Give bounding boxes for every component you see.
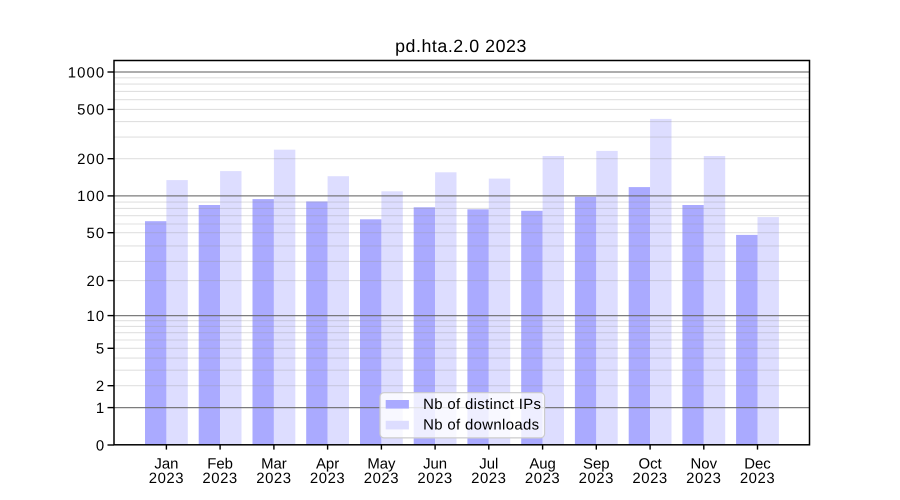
svg-text:0: 0	[96, 438, 105, 454]
svg-text:2023: 2023	[417, 471, 452, 487]
svg-text:pd.hta.2.0 2023: pd.hta.2.0 2023	[395, 36, 527, 56]
svg-text:May: May	[367, 457, 396, 473]
svg-text:5: 5	[96, 342, 105, 358]
svg-text:1: 1	[96, 401, 105, 417]
svg-text:2023: 2023	[310, 471, 345, 487]
svg-text:Mar: Mar	[261, 457, 287, 473]
svg-text:Apr: Apr	[316, 457, 339, 473]
svg-text:Dec: Dec	[744, 457, 771, 473]
svg-text:Nov: Nov	[691, 457, 718, 473]
svg-text:2023: 2023	[740, 471, 775, 487]
svg-text:Aug: Aug	[529, 457, 556, 473]
svg-text:2: 2	[96, 379, 105, 395]
svg-text:500: 500	[77, 103, 105, 119]
svg-text:2023: 2023	[202, 471, 237, 487]
svg-text:50: 50	[87, 226, 106, 242]
svg-text:Jul: Jul	[479, 457, 498, 473]
svg-text:2023: 2023	[149, 471, 184, 487]
svg-text:200: 200	[77, 152, 105, 168]
svg-text:2023: 2023	[525, 471, 560, 487]
svg-text:Jun: Jun	[423, 457, 447, 473]
svg-text:2023: 2023	[579, 471, 614, 487]
svg-text:100: 100	[77, 189, 105, 205]
svg-text:2023: 2023	[256, 471, 291, 487]
svg-text:10: 10	[87, 309, 106, 325]
svg-text:Sep: Sep	[583, 457, 610, 473]
svg-text:Oct: Oct	[639, 457, 663, 473]
svg-text:2023: 2023	[364, 471, 399, 487]
svg-text:Feb: Feb	[207, 457, 233, 473]
svg-text:2023: 2023	[632, 471, 667, 487]
svg-text:2023: 2023	[686, 471, 721, 487]
svg-text:2023: 2023	[471, 471, 506, 487]
svg-text:Nb of distinct IPs: Nb of distinct IPs	[423, 397, 541, 413]
svg-text:Jan: Jan	[154, 457, 178, 473]
svg-text:1000: 1000	[68, 65, 106, 81]
svg-text:20: 20	[87, 274, 106, 290]
svg-text:Nb of downloads: Nb of downloads	[423, 418, 539, 434]
